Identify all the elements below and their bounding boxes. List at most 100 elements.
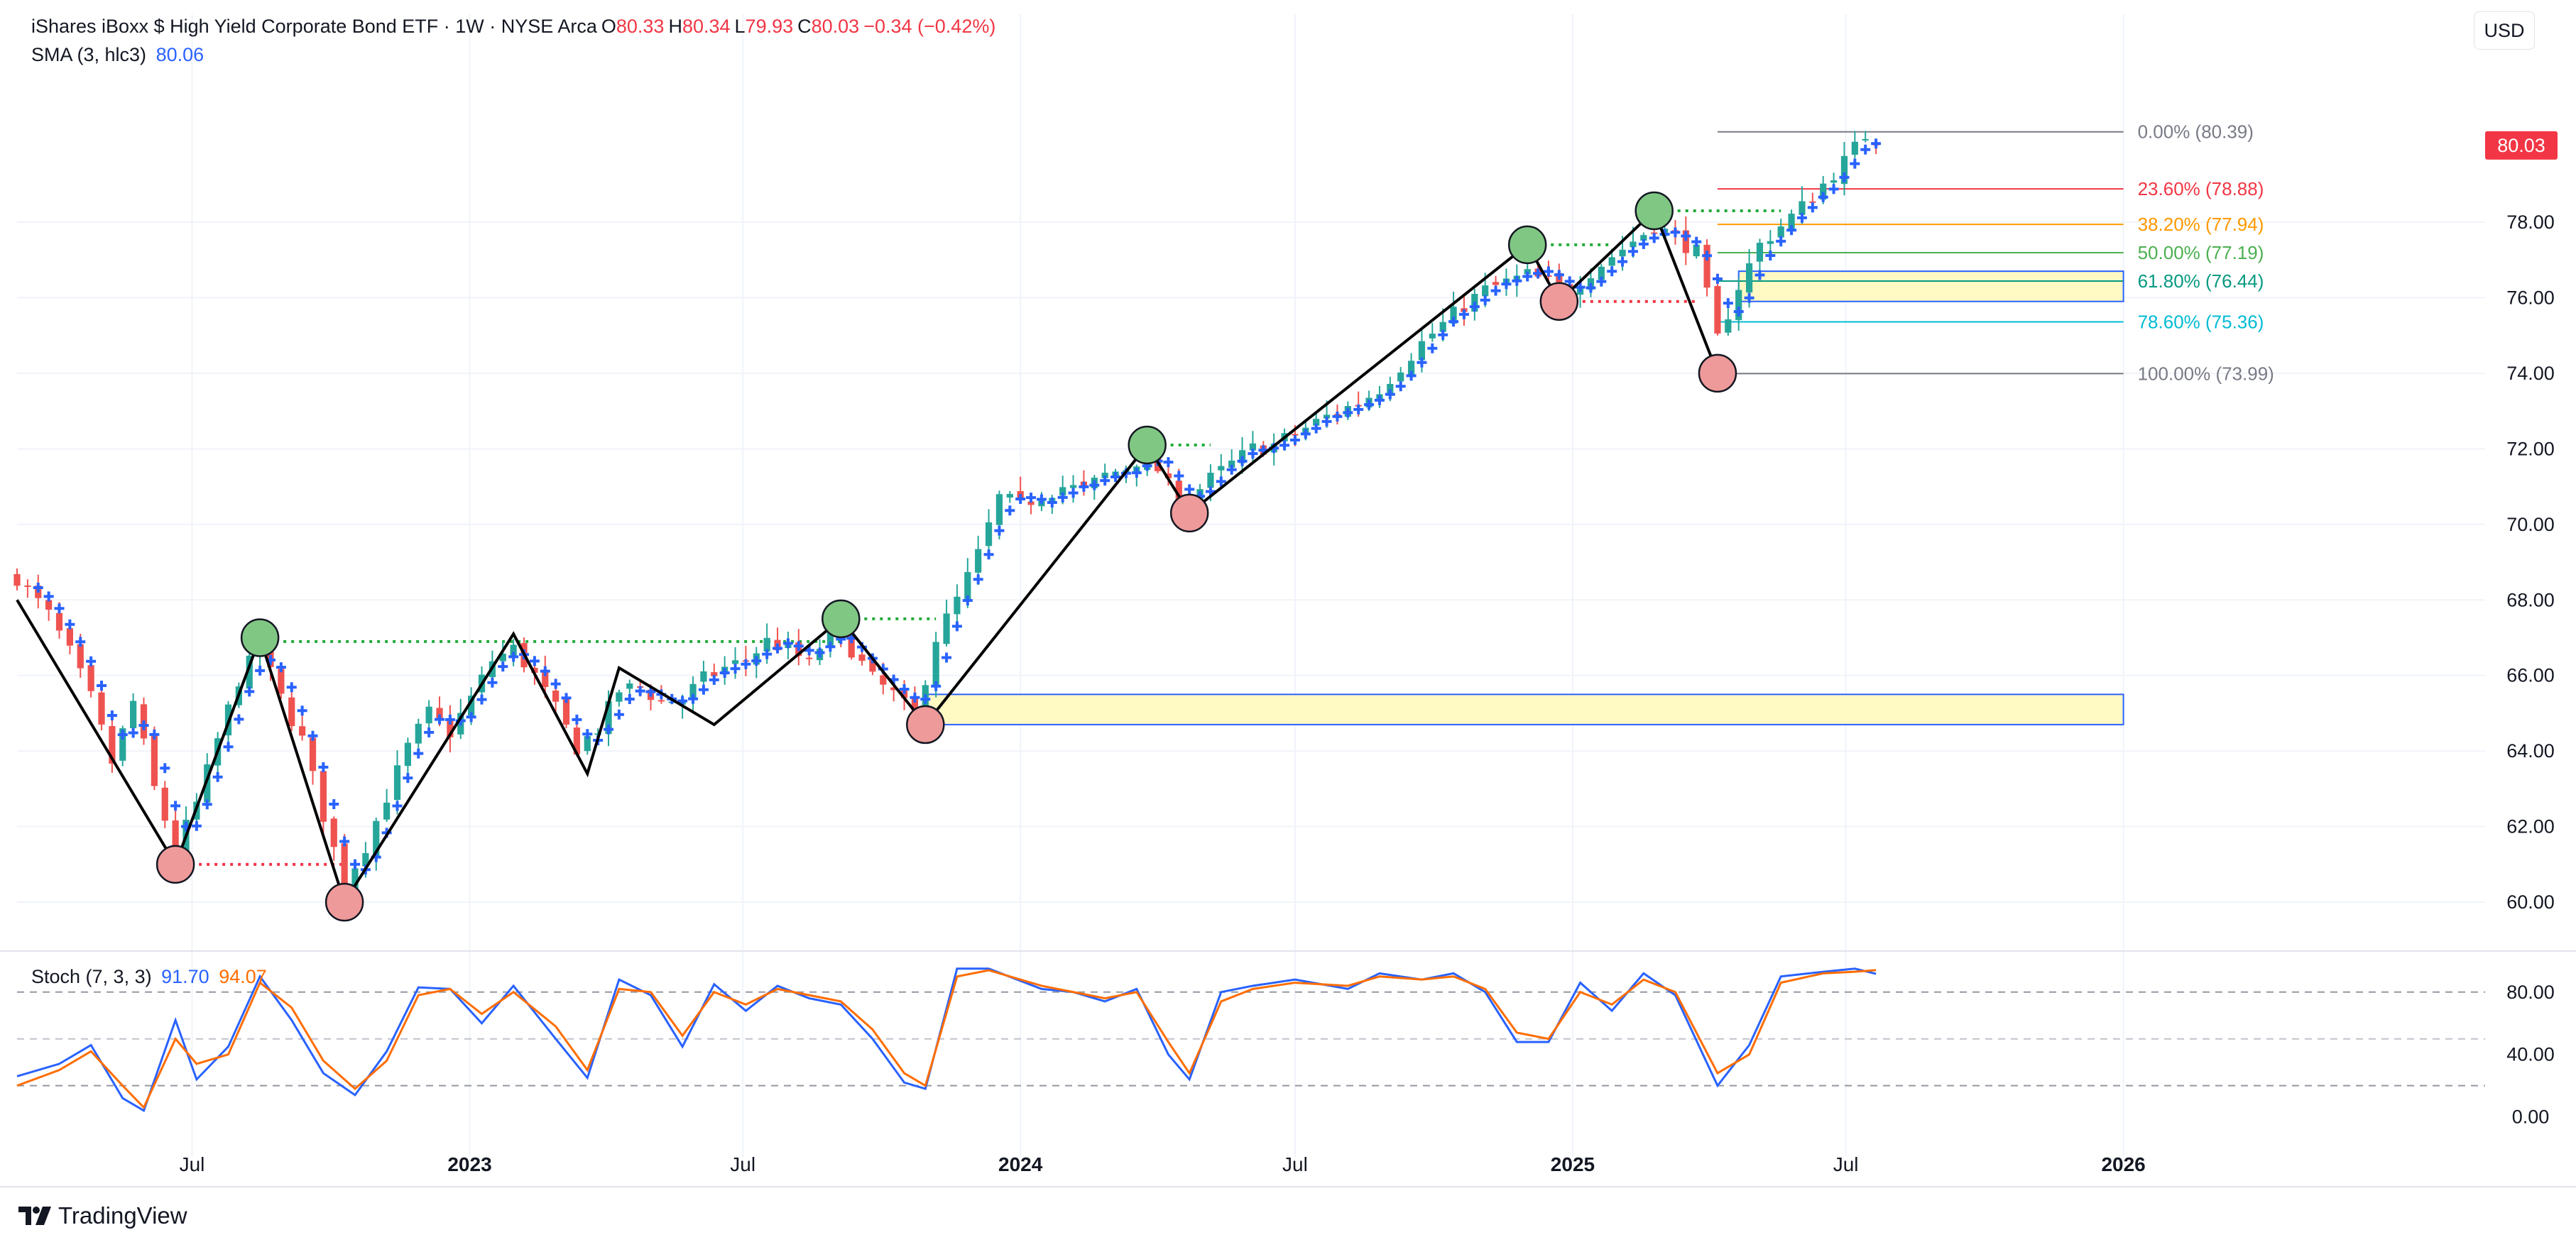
pivot-high-marker[interactable] — [1634, 191, 1674, 231]
candle-down[interactable] — [320, 771, 327, 822]
candle-down[interactable] — [806, 657, 813, 659]
candle-up[interactable] — [1735, 290, 1742, 320]
candle-up[interactable] — [1725, 319, 1732, 333]
candle-up[interactable] — [689, 683, 697, 698]
candle-down[interactable] — [890, 687, 897, 691]
candle-up[interactable] — [1313, 419, 1320, 426]
candle-up[interactable] — [119, 728, 126, 761]
candle-up[interactable] — [954, 596, 961, 615]
candle-up[interactable] — [1840, 155, 1848, 185]
candle-up[interactable] — [246, 655, 253, 689]
candle-up[interactable] — [1207, 473, 1214, 488]
candle-up[interactable] — [1069, 485, 1077, 488]
candle-up[interactable] — [393, 765, 401, 801]
tradingview-brand[interactable]: TradingView — [17, 1202, 187, 1229]
pivot-low-marker[interactable] — [1698, 353, 1737, 393]
candle-up[interactable] — [1799, 201, 1806, 215]
candle-up[interactable] — [1439, 322, 1446, 332]
candle-up[interactable] — [404, 742, 412, 767]
candle-down[interactable] — [172, 820, 179, 852]
pivot-low-marker[interactable] — [906, 705, 945, 745]
candle-down[interactable] — [911, 696, 919, 714]
candle-up[interactable] — [1101, 473, 1108, 478]
candle-up[interactable] — [964, 572, 971, 600]
candle-up[interactable] — [1630, 241, 1637, 248]
demand-zone[interactable] — [1737, 270, 2124, 302]
candle-down[interactable] — [13, 573, 21, 586]
candle-up[interactable] — [763, 637, 770, 652]
candle-up[interactable] — [1407, 361, 1415, 375]
candle-down[interactable] — [1164, 473, 1172, 478]
candle-down[interactable] — [341, 843, 348, 889]
candle-up[interactable] — [351, 868, 359, 891]
zigzag-line[interactable] — [16, 208, 1719, 906]
candle-up[interactable] — [1862, 138, 1869, 141]
candle-down[interactable] — [278, 669, 285, 694]
candle-up[interactable] — [1767, 241, 1774, 244]
candle-down[interactable] — [24, 585, 31, 587]
candle-down[interactable] — [552, 690, 560, 702]
candle-up[interactable] — [130, 701, 137, 728]
candle-up[interactable] — [1387, 383, 1394, 393]
currency-button[interactable]: USD — [2474, 11, 2535, 50]
candle-down[interactable] — [309, 737, 317, 771]
pivot-high-marker[interactable] — [822, 599, 861, 639]
candle-up[interactable] — [626, 683, 633, 689]
candle-up[interactable] — [932, 642, 939, 688]
pivot-high-marker[interactable] — [1128, 425, 1167, 465]
candle-up[interactable] — [510, 644, 517, 658]
symbol-title[interactable]: iShares iBoxx $ High Yield Corporate Bon… — [31, 16, 597, 37]
candle-up[interactable] — [1756, 243, 1764, 262]
candle-down[interactable] — [77, 644, 84, 669]
candle-down[interactable] — [562, 698, 570, 725]
candle-up[interactable] — [1788, 214, 1795, 230]
candle-down[interactable] — [1292, 434, 1299, 436]
candle-down[interactable] — [1682, 230, 1689, 253]
candle-up[interactable] — [362, 852, 369, 867]
candle-up[interactable] — [1598, 266, 1605, 280]
pivot-high-marker[interactable] — [240, 618, 280, 657]
candle-down[interactable] — [1492, 282, 1500, 285]
candle-down[interactable] — [869, 659, 876, 672]
candle-down[interactable] — [98, 692, 105, 725]
candle-up[interactable] — [383, 802, 391, 820]
candle-up[interactable] — [1218, 466, 1225, 471]
candle-up[interactable] — [1693, 244, 1700, 257]
candle-down[interactable] — [542, 669, 549, 687]
candle-up[interactable] — [1640, 235, 1647, 241]
stoch-k-line[interactable] — [16, 967, 1877, 1113]
candle-up[interactable] — [1397, 372, 1404, 382]
pivot-high-marker[interactable] — [1507, 225, 1547, 265]
candle-down[interactable] — [66, 628, 73, 646]
candle-down[interactable] — [848, 636, 855, 658]
candle-down[interactable] — [447, 720, 454, 737]
pivot-low-marker[interactable] — [324, 882, 364, 922]
candle-up[interactable] — [1429, 334, 1436, 339]
candle-down[interactable] — [1027, 501, 1035, 505]
candle-down[interactable] — [299, 726, 306, 736]
candle-down[interactable] — [151, 735, 158, 786]
candle-down[interactable] — [55, 613, 63, 631]
candle-up[interactable] — [1745, 263, 1753, 293]
candle-down[interactable] — [711, 671, 718, 676]
candle-up[interactable] — [468, 696, 475, 716]
candle-up[interactable] — [943, 613, 950, 644]
candle-up[interactable] — [1619, 249, 1626, 257]
candle-up[interactable] — [1006, 493, 1013, 498]
candle-down[interactable] — [1703, 244, 1710, 288]
candle-up[interactable] — [1059, 487, 1066, 496]
stoch-d-line[interactable] — [16, 969, 1877, 1110]
candle-up[interactable] — [1777, 226, 1784, 238]
sma-legend[interactable]: SMA (3, hlc3) 80.06 — [31, 44, 208, 66]
candle-up[interactable] — [731, 660, 739, 664]
candle-down[interactable] — [109, 726, 116, 764]
candle-down[interactable] — [1714, 285, 1721, 334]
candle-down[interactable] — [330, 818, 337, 847]
candle-up[interactable] — [1249, 443, 1257, 451]
candle-up[interactable] — [1228, 461, 1235, 468]
candle-down[interactable] — [657, 700, 665, 702]
pivot-low-marker[interactable] — [1169, 493, 1209, 533]
candle-down[interactable] — [880, 675, 887, 685]
candle-up[interactable] — [1482, 285, 1489, 297]
